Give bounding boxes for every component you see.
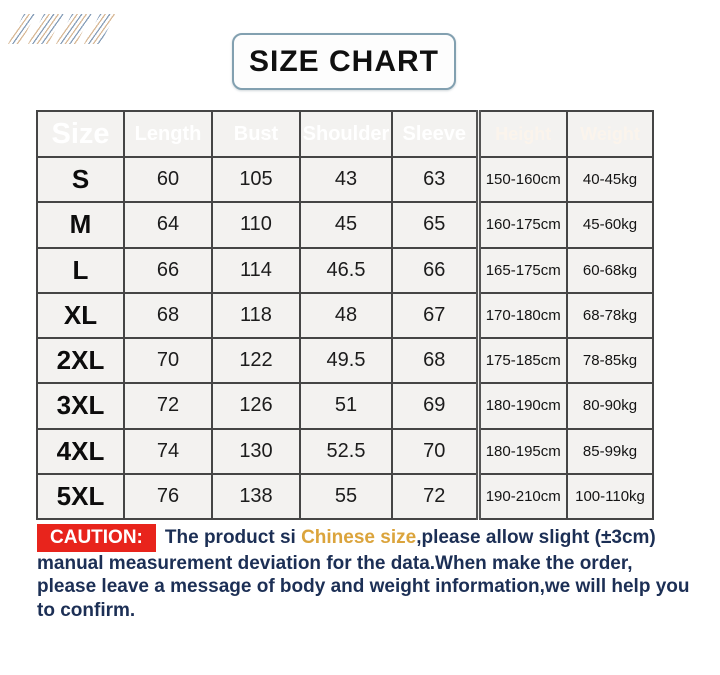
bust-value: 138 (211, 472, 301, 521)
bust-value: 126 (211, 382, 301, 430)
weight-value: 68-78kg (566, 291, 654, 340)
table-row-5xl: 5XL 76 138 55 72 190-210cm 100-110kg (36, 472, 654, 521)
caution-text-body: ,please allow slight (±3cm) manual measu… (37, 527, 690, 621)
weight-value: 85-99kg (566, 427, 654, 475)
column-header-bust: Bust (211, 110, 301, 158)
weight-value: 40-45kg (566, 155, 654, 204)
sleeve-value: 69 (391, 382, 479, 430)
bust-value: 110 (211, 201, 301, 249)
height-value: 170-180cm (475, 291, 568, 340)
table-row-l: L 66 114 46.5 66 165-175cm 60-68kg (36, 246, 654, 294)
column-header-weight: Weight (566, 110, 654, 158)
shoulder-value: 51 (299, 382, 393, 430)
bust-value: 118 (211, 291, 301, 340)
sleeve-value: 66 (391, 246, 479, 294)
table-row-3xl: 3XL 72 126 51 69 180-190cm 80-90kg (36, 382, 654, 430)
bust-value: 130 (211, 427, 301, 475)
height-value: 150-160cm (475, 155, 568, 204)
length-value: 70 (123, 336, 213, 385)
weight-value: 60-68kg (566, 246, 654, 294)
size-label: 3XL (36, 382, 125, 430)
sleeve-value: 67 (391, 291, 479, 340)
weight-value: 100-110kg (566, 472, 654, 521)
table-row-xl: XL 68 118 48 67 170-180cm 68-78kg (36, 291, 654, 340)
table-row-m: M 64 110 45 65 160-175cm 45-60kg (36, 201, 654, 249)
size-label: 2XL (36, 336, 125, 385)
page-title: SIZE CHART (249, 44, 439, 78)
weight-value: 78-85kg (566, 336, 654, 385)
height-value: 160-175cm (475, 201, 568, 249)
shoulder-value: 55 (299, 472, 393, 521)
table-row-4xl: 4XL 74 130 52.5 70 180-195cm 85-99kg (36, 427, 654, 475)
shoulder-value: 43 (299, 155, 393, 204)
caution-badge: CAUTION: (37, 524, 156, 553)
shoulder-value: 52.5 (299, 427, 393, 475)
column-header-shoulder: Shoulder (299, 110, 393, 158)
size-chart-table: Size Length Bust Shoulder Sleeve Height … (36, 110, 654, 521)
height-value: 190-210cm (475, 472, 568, 521)
table-row-2xl: 2XL 70 122 49.5 68 175-185cm 78-85kg (36, 336, 654, 385)
size-label: 5XL (36, 472, 125, 521)
bust-value: 114 (211, 246, 301, 294)
brand-watermark-icon (8, 14, 116, 44)
length-value: 74 (123, 427, 213, 475)
size-label: M (36, 201, 125, 249)
size-label: XL (36, 291, 125, 340)
sleeve-value: 70 (391, 427, 479, 475)
length-value: 76 (123, 472, 213, 521)
sleeve-value: 72 (391, 472, 479, 521)
table-row-s: S 60 105 43 63 150-160cm 40-45kg (36, 155, 654, 204)
shoulder-value: 49.5 (299, 336, 393, 385)
caution-text-lead: The product si (164, 527, 302, 548)
length-value: 60 (123, 155, 213, 204)
sleeve-value: 63 (391, 155, 479, 204)
length-value: 68 (123, 291, 213, 340)
caution-paragraph: CAUTION: The product si Chinese size,plea… (37, 524, 693, 622)
size-label: 4XL (36, 427, 125, 475)
column-header-size: Size (36, 110, 125, 158)
weight-value: 45-60kg (566, 201, 654, 249)
shoulder-value: 45 (299, 201, 393, 249)
header-row: Size Length Bust Shoulder Sleeve Height … (36, 110, 654, 158)
height-value: 180-195cm (475, 427, 568, 475)
sleeve-value: 65 (391, 201, 479, 249)
length-value: 72 (123, 382, 213, 430)
sleeve-value: 68 (391, 336, 479, 385)
size-label: L (36, 246, 125, 294)
column-header-height: Height (475, 110, 568, 158)
bust-value: 105 (211, 155, 301, 204)
height-value: 180-190cm (475, 382, 568, 430)
length-value: 64 (123, 201, 213, 249)
height-value: 175-185cm (475, 336, 568, 385)
shoulder-value: 46.5 (299, 246, 393, 294)
column-header-sleeve: Sleeve (391, 110, 479, 158)
height-value: 165-175cm (475, 246, 568, 294)
column-header-length: Length (123, 110, 213, 158)
size-chart-title-box: SIZE CHART (232, 33, 456, 90)
weight-value: 80-90kg (566, 382, 654, 430)
caution-highlight: Chinese size (301, 527, 417, 548)
size-label: S (36, 155, 125, 204)
shoulder-value: 48 (299, 291, 393, 340)
length-value: 66 (123, 246, 213, 294)
bust-value: 122 (211, 336, 301, 385)
